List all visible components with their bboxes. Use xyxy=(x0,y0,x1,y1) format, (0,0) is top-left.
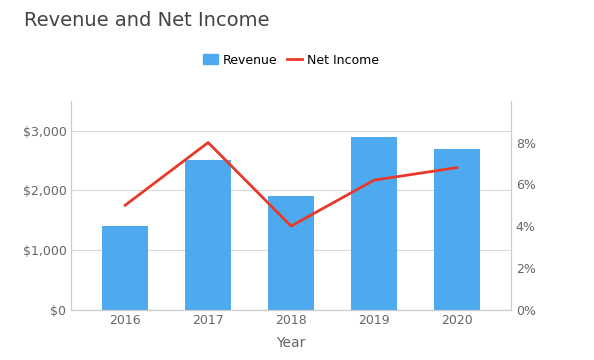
Bar xyxy=(351,136,397,310)
Bar xyxy=(434,149,480,310)
Text: Revenue and Net Income: Revenue and Net Income xyxy=(24,11,269,30)
Legend: Revenue, Net Income: Revenue, Net Income xyxy=(198,49,384,72)
Bar xyxy=(185,161,231,310)
X-axis label: Year: Year xyxy=(276,336,306,350)
Bar xyxy=(268,196,314,310)
Bar xyxy=(102,226,148,310)
